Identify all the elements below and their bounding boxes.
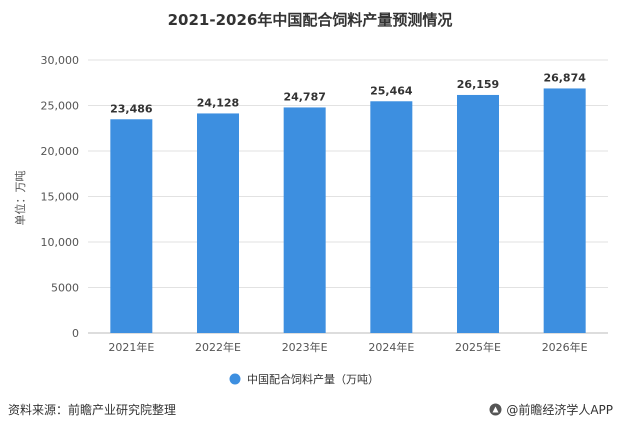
x-tick-labels: 2021年E 2022年E 2023年E 2024年E 2025年E 2026年E — [108, 340, 587, 354]
data-label: 26,874 — [543, 71, 586, 84]
y-tick-label: 10,000 — [41, 236, 80, 249]
bar[interactable] — [283, 107, 326, 334]
y-tick-label: 0 — [72, 327, 79, 340]
y-tick-label: 5000 — [51, 282, 79, 295]
x-tick-label: 2021年E — [108, 340, 154, 354]
brand-credit: @前瞻经济学人APP — [489, 401, 613, 418]
data-label: 23,486 — [110, 102, 153, 115]
bar[interactable] — [110, 119, 153, 333]
bar[interactable] — [457, 94, 499, 334]
data-label: 25,464 — [370, 84, 413, 97]
brand-text: @前瞻经济学人APP — [506, 403, 613, 417]
y-tick-label: 30,000 — [41, 54, 80, 67]
y-tick-label: 20,000 — [41, 145, 80, 158]
brand-logo-icon — [489, 403, 502, 416]
y-tick-label: 25,000 — [41, 100, 80, 113]
legend[interactable]: 中国配合饲料产量（万吨） — [229, 372, 380, 386]
legend-label: 中国配合饲料产量（万吨） — [247, 372, 379, 386]
x-tick-label: 2024年E — [368, 340, 414, 354]
grid — [88, 59, 608, 334]
bars — [110, 88, 586, 334]
data-label: 26,159 — [457, 78, 499, 91]
x-tick-label: 2025年E — [455, 340, 501, 354]
y-tick-label: 15,000 — [41, 191, 80, 204]
chart-title: 2021-2026年中国配合饲料产量预测情况 — [168, 11, 453, 29]
x-tick-label: 2026年E — [542, 340, 588, 354]
legend-marker — [229, 373, 241, 385]
data-label: 24,787 — [283, 90, 325, 103]
y-tick-labels: 0 5000 10,000 15,000 20,000 25,000 30,000 — [41, 54, 80, 340]
y-axis-label: 单位：万吨 — [13, 171, 27, 226]
bar[interactable] — [543, 88, 586, 334]
data-labels: 23,486 24,128 24,787 25,464 26,159 26,874 — [110, 71, 586, 115]
x-tick-label: 2023年E — [282, 340, 328, 354]
bar[interactable] — [370, 101, 413, 333]
bar[interactable] — [197, 113, 239, 333]
source-note: 资料来源：前瞻产业研究院整理 — [8, 403, 177, 417]
x-tick-label: 2022年E — [195, 340, 241, 354]
data-label: 24,128 — [197, 96, 239, 109]
